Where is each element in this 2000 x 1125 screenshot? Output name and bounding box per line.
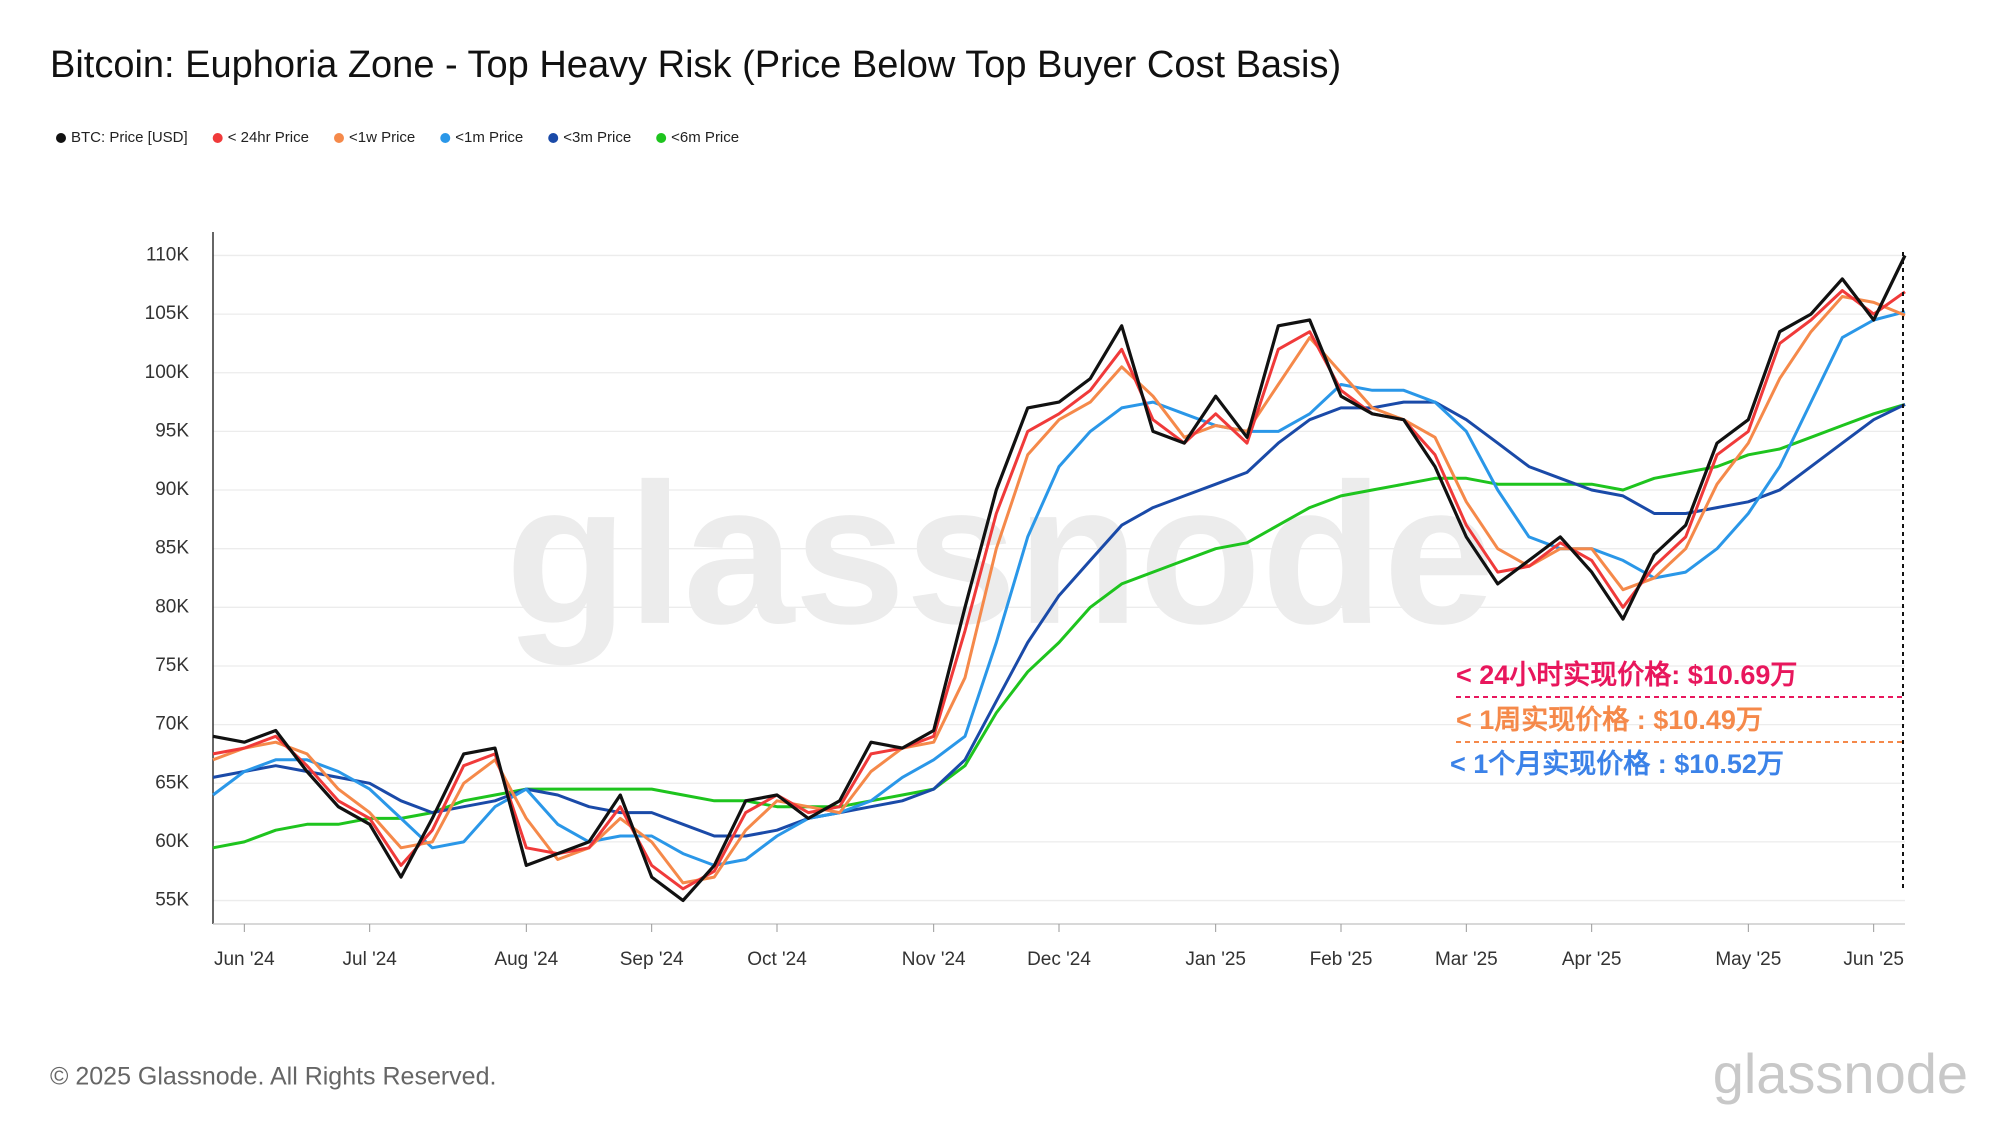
chart-title: Bitcoin: Euphoria Zone - Top Heavy Risk … xyxy=(50,44,1341,86)
x-tick-label: May '25 xyxy=(1715,949,1781,970)
x-tick-label: Jul '24 xyxy=(343,949,398,970)
legend-marker xyxy=(548,133,559,143)
y-tick-label: 100K xyxy=(145,362,190,383)
x-tick-label: Nov '24 xyxy=(902,949,966,970)
watermark-logo: glassnode xyxy=(1713,1042,1968,1105)
x-tick-label: Jun '25 xyxy=(1843,949,1904,970)
series-line xyxy=(212,310,1906,867)
y-tick-label: 85K xyxy=(155,538,189,559)
legend-label: <1m Price xyxy=(455,129,523,146)
legend-label: <3m Price xyxy=(563,129,631,146)
legend-label: < 24hr Price xyxy=(228,129,309,146)
series-line xyxy=(212,400,1906,838)
y-tick-label: 105K xyxy=(145,303,190,324)
legend-marker xyxy=(212,133,223,143)
x-tick-label: Sep '24 xyxy=(620,949,684,970)
y-tick-label: 80K xyxy=(155,596,189,617)
legend-marker xyxy=(333,133,344,143)
legend: BTC: Price [USD] < 24hr Price <1w Price <1m… xyxy=(56,129,739,146)
y-tick-label: 95K xyxy=(155,420,189,441)
legend-label: <6m Price xyxy=(671,129,739,146)
y-tick-label: 70K xyxy=(155,714,189,735)
x-tick-label: Apr '25 xyxy=(1562,949,1622,970)
y-tick-label: 65K xyxy=(155,772,189,793)
legend-marker xyxy=(440,133,451,143)
y-tick-label: 75K xyxy=(155,655,189,676)
legend-label: BTC: Price [USD] xyxy=(71,129,188,146)
x-tick-label: Jun '24 xyxy=(214,949,275,970)
x-tick-label: Jan '25 xyxy=(1185,949,1246,970)
x-tick-label: Dec '24 xyxy=(1027,949,1091,970)
series-line xyxy=(212,295,1906,885)
series-line xyxy=(212,254,1907,903)
y-tick-label: 60K xyxy=(155,831,189,852)
y-tick-label: 110K xyxy=(146,244,189,265)
legend-marker xyxy=(56,133,66,143)
x-tick-label: Feb '25 xyxy=(1310,949,1373,970)
y-tick-label: 90K xyxy=(155,479,189,500)
footer: © 2025 Glassnode. All Rights Reserved. xyxy=(50,1063,496,1091)
y-tick-label: 55K xyxy=(155,890,189,911)
legend-marker xyxy=(656,133,667,143)
series-line xyxy=(212,402,1906,850)
annotation-text: < 1个月实现价格 : $10.52万 xyxy=(1450,748,1784,779)
legend-label: <1w Price xyxy=(349,129,415,146)
annotation-text: < 1周实现价格 : $10.49万 xyxy=(1456,704,1763,735)
x-tick-label: Aug '24 xyxy=(494,949,558,970)
x-tick-label: Mar '25 xyxy=(1435,949,1498,970)
annotation-text: < 24小时实现价格: $10.69万 xyxy=(1456,659,1797,690)
x-tick-label: Oct '24 xyxy=(747,949,807,970)
